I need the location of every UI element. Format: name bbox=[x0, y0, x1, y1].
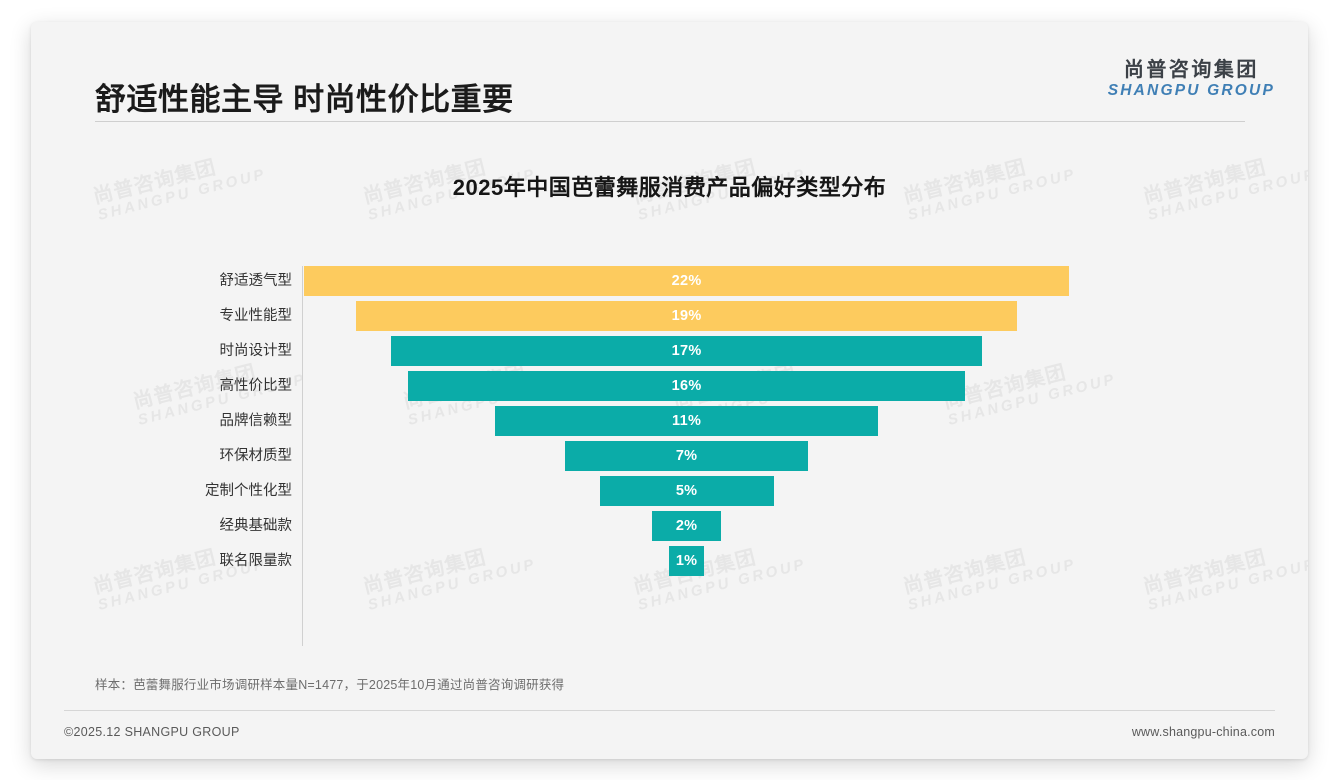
bar-5[interactable]: 11% bbox=[495, 406, 878, 436]
category-label: 专业性能型 bbox=[219, 308, 293, 324]
category-label: 经典基础款 bbox=[219, 518, 293, 534]
bar-7[interactable]: 5% bbox=[599, 476, 774, 506]
brand-name-en: SHANGPU GROUP bbox=[1107, 82, 1275, 99]
bar-value-label: 11% bbox=[672, 413, 702, 429]
chart-row: 高性价比型 16% bbox=[181, 371, 1181, 401]
bar-value-label: 1% bbox=[675, 553, 698, 569]
bar-3[interactable]: 17% bbox=[390, 336, 983, 366]
category-label: 定制个性化型 bbox=[205, 483, 292, 499]
chart-row: 经典基础款 2% bbox=[181, 511, 1181, 541]
funnel-bar-chart: 舒适透气型 22% 专业性能型 19% 时尚设计型 17% 高性价比型 16% 品牌信赖型 11%… bbox=[181, 266, 1181, 646]
bar-value-label: 22% bbox=[671, 273, 702, 289]
category-label: 联名限量款 bbox=[219, 553, 293, 569]
category-label: 品牌信赖型 bbox=[219, 413, 293, 429]
bar-2[interactable]: 19% bbox=[356, 301, 1018, 331]
bar-value-label: 5% bbox=[675, 483, 698, 499]
brand-logo: 尚普咨询集团 SHANGPU GROUP bbox=[1108, 59, 1275, 101]
category-label: 高性价比型 bbox=[219, 378, 293, 394]
bar-value-label: 2% bbox=[675, 518, 698, 534]
chart-row: 环保材质型 7% bbox=[181, 441, 1181, 471]
footer-website[interactable]: www.shangpu-china.com bbox=[1131, 725, 1275, 739]
bar-value-label: 19% bbox=[671, 308, 702, 324]
chart-row: 专业性能型 19% bbox=[181, 301, 1181, 331]
category-label: 舒适透气型 bbox=[219, 273, 293, 289]
chart-area: 2025年中国芭蕾舞服消费产品偏好类型分布 舒适透气型 22% 专业性能型 19% 时尚… bbox=[31, 22, 1308, 759]
category-axis-line bbox=[302, 266, 303, 646]
chart-row: 时尚设计型 17% bbox=[181, 336, 1181, 366]
chart-row: 定制个性化型 5% bbox=[181, 476, 1181, 506]
chart-row: 品牌信赖型 11% bbox=[181, 406, 1181, 436]
slide-footer: ©2025.12 SHANGPU GROUP www.shangpu-china… bbox=[31, 715, 1308, 759]
sample-footnote: 样本：芭蕾舞服行业市场调研样本量N=1477，于2025年10月通过尚普咨询调研… bbox=[95, 678, 565, 692]
bar-value-label: 16% bbox=[671, 378, 702, 394]
category-label: 环保材质型 bbox=[219, 448, 293, 464]
category-label: 时尚设计型 bbox=[219, 343, 293, 359]
footer-copyright: ©2025.12 SHANGPU GROUP bbox=[64, 725, 240, 739]
bar-value-label: 7% bbox=[675, 448, 698, 464]
footer-divider bbox=[64, 710, 1275, 711]
chart-row: 舒适透气型 22% bbox=[181, 266, 1181, 296]
bar-value-label: 17% bbox=[671, 343, 702, 359]
header-divider bbox=[95, 121, 1245, 122]
bar-8[interactable]: 2% bbox=[651, 511, 722, 541]
bar-9[interactable]: 1% bbox=[669, 546, 704, 576]
slide-canvas: 尚普咨询集团 SHANGPU GROUP 尚普咨询集团 SHANGPU GROUP 尚普… bbox=[31, 22, 1308, 759]
slide-header: 舒适性能主导 时尚性价比重要 尚普咨询集团 SHANGPU GROUP bbox=[31, 22, 1308, 126]
bar-1[interactable]: 22% bbox=[304, 266, 1070, 296]
chart-title: 2025年中国芭蕾舞服消费产品偏好类型分布 bbox=[452, 175, 887, 200]
chart-row: 联名限量款 1% bbox=[181, 546, 1181, 576]
bar-4[interactable]: 16% bbox=[408, 371, 965, 401]
bar-6[interactable]: 7% bbox=[564, 441, 809, 471]
page-title: 舒适性能主导 时尚性价比重要 bbox=[95, 82, 514, 117]
brand-name-cn: 尚普咨询集团 bbox=[1123, 59, 1259, 81]
